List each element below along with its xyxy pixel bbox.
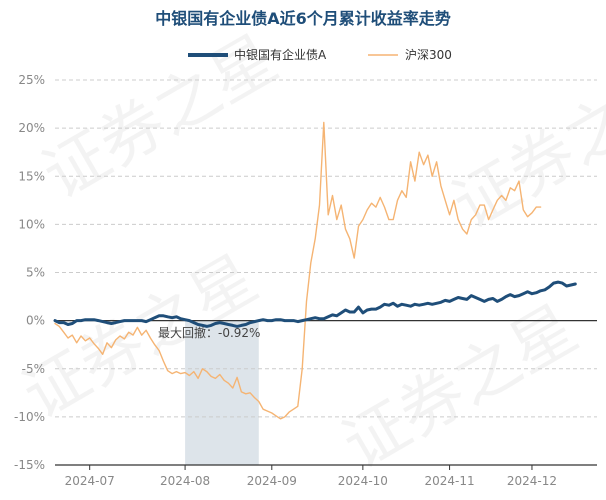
x-tick-label: 2024-12 <box>507 474 557 488</box>
axes: 25% 20% 15% 10% 5% 0% -5% -10% -15% 2024-07 2024-0… <box>14 73 597 488</box>
chart-title: 中银国有企业债A近6个月累计收益率走势 <box>155 9 451 28</box>
y-tick-label: -5% <box>22 362 45 376</box>
y-tick-label: -10% <box>14 410 45 424</box>
y-tick-label: 0% <box>26 314 45 328</box>
y-tick-label: 5% <box>26 266 45 280</box>
drawdown-label: 最大回撤：-0.92% <box>158 325 260 340</box>
y-tick-label: -15% <box>14 458 45 472</box>
watermark-text: 证券之星 <box>441 52 606 244</box>
x-tick-label: 2024-10 <box>338 474 388 488</box>
y-tick-label: 25% <box>18 73 45 87</box>
x-tick-label: 2024-07 <box>65 474 115 488</box>
watermark: 证券之星 证券之星 证券之星 证券之星 <box>11 22 606 484</box>
series-line-hs300 <box>54 121 542 420</box>
y-tick-label: 10% <box>18 217 45 231</box>
legend: 中银国有企业债A 沪深300 <box>188 47 452 62</box>
x-tick-label: 2024-09 <box>247 474 297 488</box>
legend-label-fund: 中银国有企业债A <box>234 47 327 62</box>
x-tick-label: 2024-08 <box>160 474 210 488</box>
y-tick-label: 15% <box>18 169 45 183</box>
legend-label-hs300: 沪深300 <box>405 48 452 62</box>
plot-area <box>53 121 577 420</box>
drawdown-shade <box>185 320 259 465</box>
x-tick-label: 2024-11 <box>425 474 475 488</box>
y-tick-label: 20% <box>18 121 45 135</box>
drawdown-region <box>185 320 259 465</box>
series-line-fund <box>53 280 577 328</box>
